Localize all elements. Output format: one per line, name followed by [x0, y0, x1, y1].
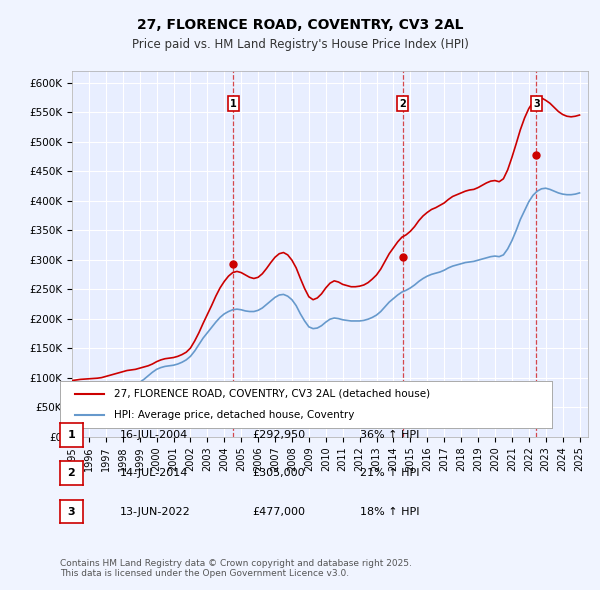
- Text: Price paid vs. HM Land Registry's House Price Index (HPI): Price paid vs. HM Land Registry's House …: [131, 38, 469, 51]
- Text: 1: 1: [68, 430, 75, 440]
- Text: 3: 3: [68, 507, 75, 516]
- Text: 18% ↑ HPI: 18% ↑ HPI: [360, 507, 419, 516]
- Text: 3: 3: [533, 99, 540, 109]
- Text: 36% ↑ HPI: 36% ↑ HPI: [360, 430, 419, 440]
- Text: £305,000: £305,000: [252, 468, 305, 478]
- Text: 2: 2: [68, 468, 75, 478]
- Text: 13-JUN-2022: 13-JUN-2022: [120, 507, 191, 516]
- Text: 1: 1: [230, 99, 237, 109]
- Text: Contains HM Land Registry data © Crown copyright and database right 2025.
This d: Contains HM Land Registry data © Crown c…: [60, 559, 412, 578]
- Text: 14-JUL-2014: 14-JUL-2014: [120, 468, 188, 478]
- Text: 27, FLORENCE ROAD, COVENTRY, CV3 2AL (detached house): 27, FLORENCE ROAD, COVENTRY, CV3 2AL (de…: [114, 389, 430, 399]
- Text: £477,000: £477,000: [252, 507, 305, 516]
- Text: 2: 2: [399, 99, 406, 109]
- Text: 16-JUL-2004: 16-JUL-2004: [120, 430, 188, 440]
- Text: HPI: Average price, detached house, Coventry: HPI: Average price, detached house, Cove…: [114, 409, 355, 419]
- Text: 21% ↑ HPI: 21% ↑ HPI: [360, 468, 419, 478]
- Text: 27, FLORENCE ROAD, COVENTRY, CV3 2AL: 27, FLORENCE ROAD, COVENTRY, CV3 2AL: [137, 18, 463, 32]
- Text: £292,950: £292,950: [252, 430, 305, 440]
